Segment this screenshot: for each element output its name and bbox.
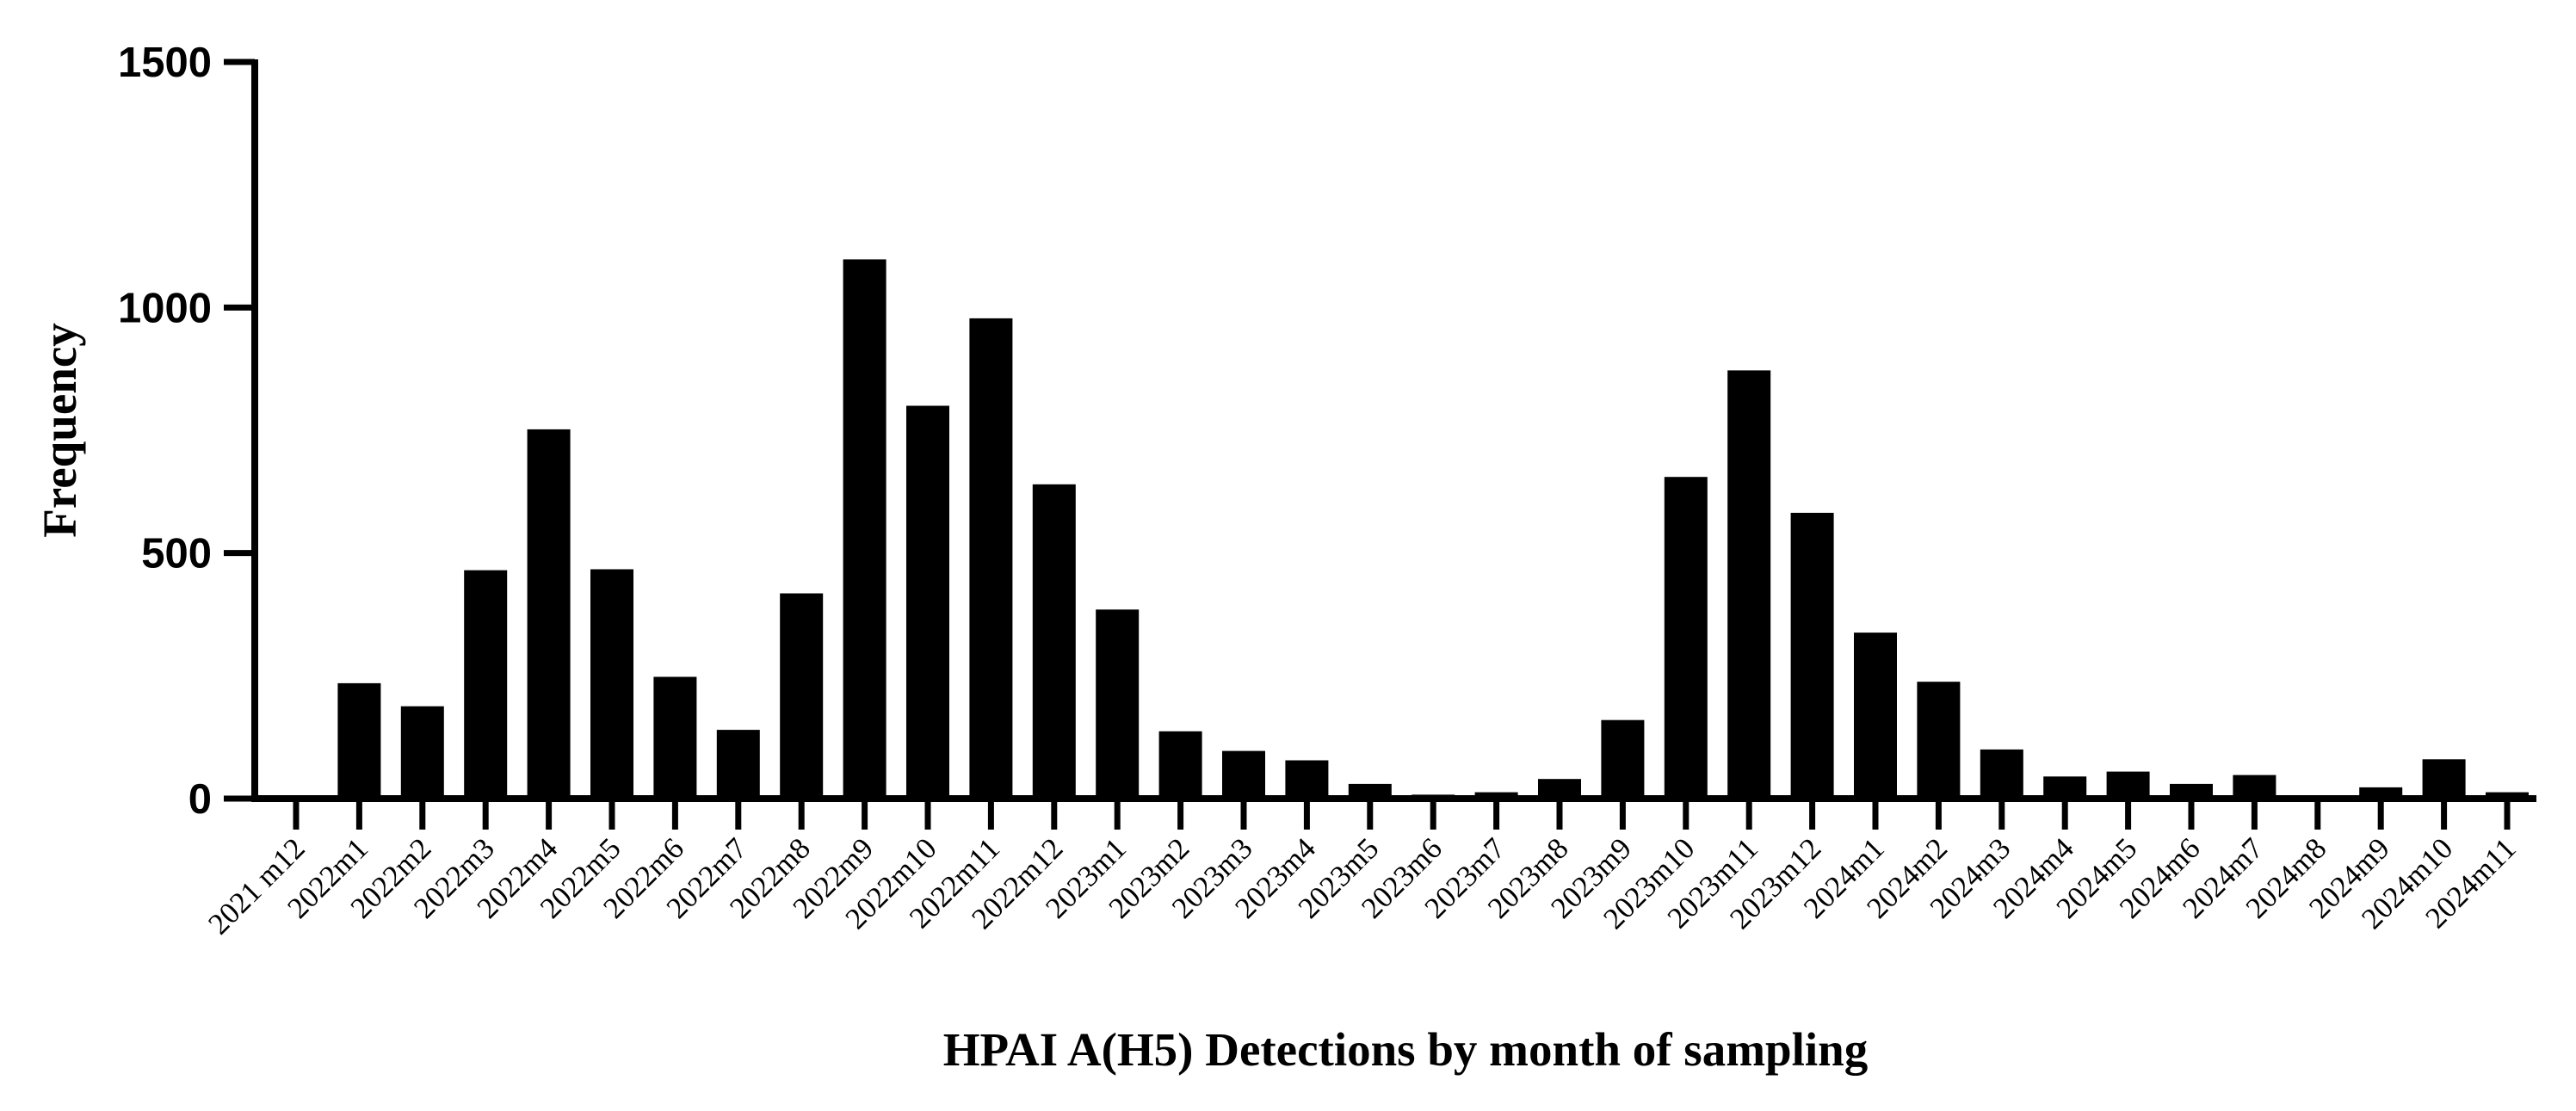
x-axis-tick-labels: 2021 m122022m12022m22022m32022m42022m520… — [201, 831, 2522, 941]
bar-2022m9 — [843, 259, 886, 799]
bar-2024m2 — [1917, 682, 1961, 799]
bar-2024m1 — [1854, 633, 1897, 799]
bar-2023m11 — [1727, 370, 1771, 799]
bar-2023m9 — [1601, 719, 1645, 799]
bar-2024m10 — [2422, 759, 2466, 799]
bar-2022m10 — [906, 405, 949, 799]
bar-2022m7 — [716, 730, 760, 799]
y-axis-title: Frequency — [34, 323, 86, 538]
bar-2022m5 — [590, 569, 633, 799]
bar-2024m4 — [2043, 776, 2087, 799]
bar-2023m5 — [1348, 783, 1392, 799]
y-tick-label: 500 — [141, 531, 212, 577]
bar-2024m3 — [1980, 749, 2023, 799]
bar-2023m3 — [1222, 750, 1265, 799]
y-axis-tick-labels: 0 500 1000 1500 — [118, 40, 212, 823]
bar-2024m5 — [2106, 771, 2150, 799]
bar-2022m6 — [653, 676, 697, 799]
bar-2023m12 — [1790, 512, 1834, 799]
bar-2024m7 — [2233, 775, 2276, 799]
bar-2023m8 — [1538, 779, 1581, 799]
bar-2022m1 — [337, 682, 381, 799]
bars — [275, 259, 2529, 799]
bar-2022m11 — [969, 318, 1013, 799]
bar-2022m3 — [464, 570, 508, 799]
y-tick-label: 1000 — [118, 285, 212, 331]
y-tick-label: 1500 — [118, 40, 212, 86]
bar-2022m4 — [527, 429, 571, 799]
y-tick-label: 0 — [188, 776, 212, 823]
axes — [224, 59, 2536, 830]
bar-2023m4 — [1285, 760, 1329, 799]
x-axis-title: HPAI A(H5) Detections by month of sampli… — [943, 1023, 1869, 1076]
bar-2023m2 — [1158, 731, 1202, 799]
bar-2022m8 — [780, 593, 824, 799]
bar-2023m10 — [1664, 477, 1708, 799]
bar-2024m6 — [2170, 783, 2213, 799]
bar-2022m2 — [400, 706, 444, 799]
bar-2023m1 — [1096, 609, 1140, 799]
bar-2022m12 — [1032, 484, 1076, 799]
